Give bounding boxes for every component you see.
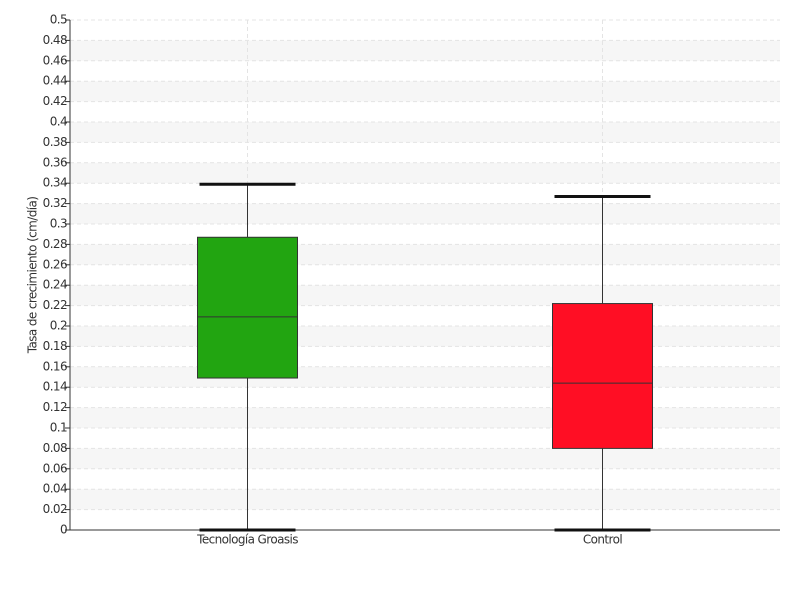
grid-band [70, 407, 780, 428]
y-tick-label: 0.08 [43, 441, 67, 455]
y-tick-label: 0.16 [43, 359, 67, 373]
y-tick-label: 0.02 [43, 502, 67, 516]
grid-band [70, 448, 780, 469]
y-tick-label: 0.38 [43, 135, 67, 149]
y-tick-label: 0.1 [50, 421, 67, 435]
y-tick-label: 0.2 [50, 319, 67, 333]
y-tick-label: 0.04 [43, 482, 67, 496]
grid-band [70, 122, 780, 143]
y-tick-label: 0.24 [43, 278, 67, 292]
grid-band [70, 203, 780, 224]
y-tick-label: 0.22 [43, 298, 67, 312]
y-tick-label: 0.36 [43, 155, 67, 169]
grid-band [70, 162, 780, 184]
grid-band [70, 81, 780, 102]
y-tick-label: 0.44 [43, 74, 67, 88]
grid-band [70, 244, 780, 265]
y-tick-label: 0.46 [43, 53, 67, 67]
grid-band [70, 326, 780, 347]
y-tick-label: 0.48 [43, 33, 67, 47]
y-tick-label: 0.26 [43, 257, 67, 271]
y-tick-label: 0.4 [50, 115, 67, 129]
grid-band [70, 489, 780, 510]
y-axis-label: Tasa de crecimiento (cm/día) [26, 197, 40, 355]
box [197, 236, 298, 379]
grid-band [70, 285, 780, 306]
x-tick-label: Tecnología Groasis [196, 533, 298, 547]
grid-band [70, 366, 780, 388]
y-tick-label: 0.12 [43, 400, 67, 414]
y-tick-label: 0.18 [43, 339, 67, 353]
x-tick-label: Control [583, 533, 622, 547]
y-tick-label: 0.42 [43, 94, 67, 108]
y-tick-label: 0.3 [50, 217, 67, 231]
y-tick-label: 0.14 [43, 380, 67, 394]
box [552, 303, 653, 449]
y-tick-label: 0.5 [50, 13, 67, 27]
y-tick-label: 0.06 [43, 461, 67, 475]
y-tick-label: 0 [60, 523, 67, 537]
y-tick-label: 0.32 [43, 196, 67, 210]
grid-band [70, 40, 780, 61]
y-tick-label: 0.28 [43, 237, 67, 251]
y-tick-label: 0.34 [43, 176, 67, 190]
